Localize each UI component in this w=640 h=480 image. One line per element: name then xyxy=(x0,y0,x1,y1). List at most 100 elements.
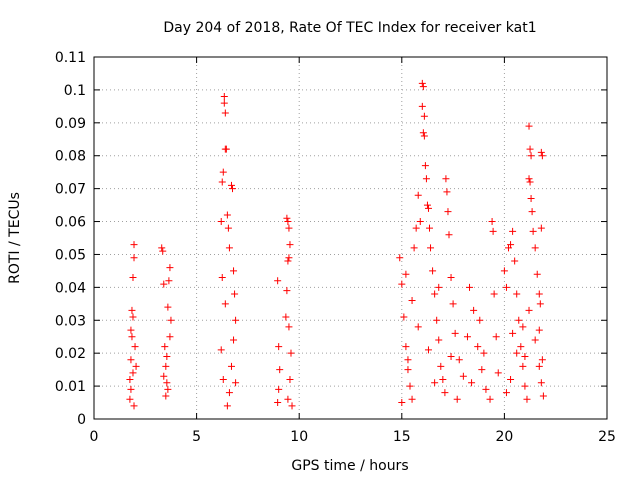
data-point xyxy=(490,290,498,298)
data-point xyxy=(285,323,293,331)
data-point xyxy=(435,336,443,344)
data-point xyxy=(513,290,521,298)
data-point xyxy=(416,218,424,226)
data-point xyxy=(161,343,169,351)
data-point xyxy=(531,244,539,252)
data-point xyxy=(492,333,500,341)
data-point xyxy=(527,195,535,203)
data-point xyxy=(418,102,426,110)
data-point xyxy=(221,109,229,117)
data-point xyxy=(528,208,536,216)
data-point xyxy=(451,329,459,337)
data-point xyxy=(127,326,135,334)
data-point xyxy=(230,267,238,275)
data-point xyxy=(222,145,230,153)
data-point xyxy=(526,145,534,153)
data-point xyxy=(418,79,426,87)
data-point xyxy=(227,362,235,370)
data-point xyxy=(128,333,136,341)
data-point xyxy=(426,224,434,232)
data-point xyxy=(225,389,233,397)
data-point xyxy=(402,343,410,351)
data-point xyxy=(220,92,228,100)
y-tick-label: 0.05 xyxy=(55,247,86,263)
data-point xyxy=(220,99,228,107)
data-point xyxy=(447,273,455,281)
data-point xyxy=(217,218,225,226)
y-tick-label: 0.03 xyxy=(55,313,86,329)
data-point xyxy=(494,369,502,377)
data-point xyxy=(531,336,539,344)
data-point xyxy=(227,181,235,189)
data-point xyxy=(478,366,486,374)
data-point xyxy=(513,349,521,357)
data-point xyxy=(511,257,519,265)
data-point xyxy=(408,395,416,403)
data-point xyxy=(529,227,537,235)
data-point xyxy=(130,254,138,262)
data-point xyxy=(439,376,447,384)
data-point xyxy=(538,152,546,160)
data-point xyxy=(535,362,543,370)
data-point xyxy=(274,399,282,407)
y-tick-label: 0.09 xyxy=(55,116,86,132)
data-point xyxy=(482,385,490,393)
data-point xyxy=(219,168,227,176)
data-point xyxy=(453,395,461,403)
x-axis-label: GPS time / hours xyxy=(291,458,408,474)
x-tick-label: 10 xyxy=(290,429,308,445)
data-point xyxy=(519,323,527,331)
data-point xyxy=(224,224,232,232)
data-point xyxy=(223,402,231,410)
data-point xyxy=(408,297,416,305)
data-point xyxy=(398,399,406,407)
x-tick-label: 15 xyxy=(393,429,411,445)
data-point xyxy=(221,300,229,308)
data-point xyxy=(218,178,226,186)
data-point xyxy=(282,313,290,321)
data-point xyxy=(423,201,431,209)
data-point xyxy=(537,379,545,387)
data-point xyxy=(538,356,546,364)
y-tick-label: 0.06 xyxy=(55,215,86,231)
data-point xyxy=(509,227,517,235)
data-point xyxy=(132,362,140,370)
data-point xyxy=(410,244,418,252)
data-point xyxy=(225,244,233,252)
data-point xyxy=(509,329,517,337)
data-point xyxy=(285,254,293,262)
y-tick-label: 0.1 xyxy=(64,83,86,99)
data-point xyxy=(398,280,406,288)
data-point xyxy=(526,178,534,186)
data-point xyxy=(468,379,476,387)
data-point xyxy=(536,300,544,308)
data-point xyxy=(427,244,435,252)
data-point xyxy=(515,316,523,324)
data-point xyxy=(166,333,174,341)
x-tick-label: 20 xyxy=(495,429,513,445)
data-point xyxy=(502,283,510,291)
data-point xyxy=(402,270,410,278)
y-tick-label: 0 xyxy=(77,412,86,428)
data-point xyxy=(130,402,138,410)
data-point xyxy=(163,352,171,360)
x-tick-label: 5 xyxy=(192,429,201,445)
data-point xyxy=(535,290,543,298)
data-point xyxy=(433,316,441,324)
data-point xyxy=(162,362,170,370)
data-point xyxy=(422,175,430,183)
data-point xyxy=(421,162,429,170)
data-point xyxy=(284,395,292,403)
data-point xyxy=(217,346,225,354)
data-point xyxy=(507,376,515,384)
y-tick-label: 0.11 xyxy=(55,50,86,66)
data-point xyxy=(283,287,291,295)
y-tick-label: 0.07 xyxy=(55,182,86,198)
y-tick-label: 0.04 xyxy=(55,280,86,296)
data-point xyxy=(431,290,439,298)
grid-lines xyxy=(94,57,607,419)
data-point xyxy=(167,316,175,324)
data-point xyxy=(449,300,457,308)
data-point xyxy=(527,152,535,160)
data-point xyxy=(470,306,478,314)
